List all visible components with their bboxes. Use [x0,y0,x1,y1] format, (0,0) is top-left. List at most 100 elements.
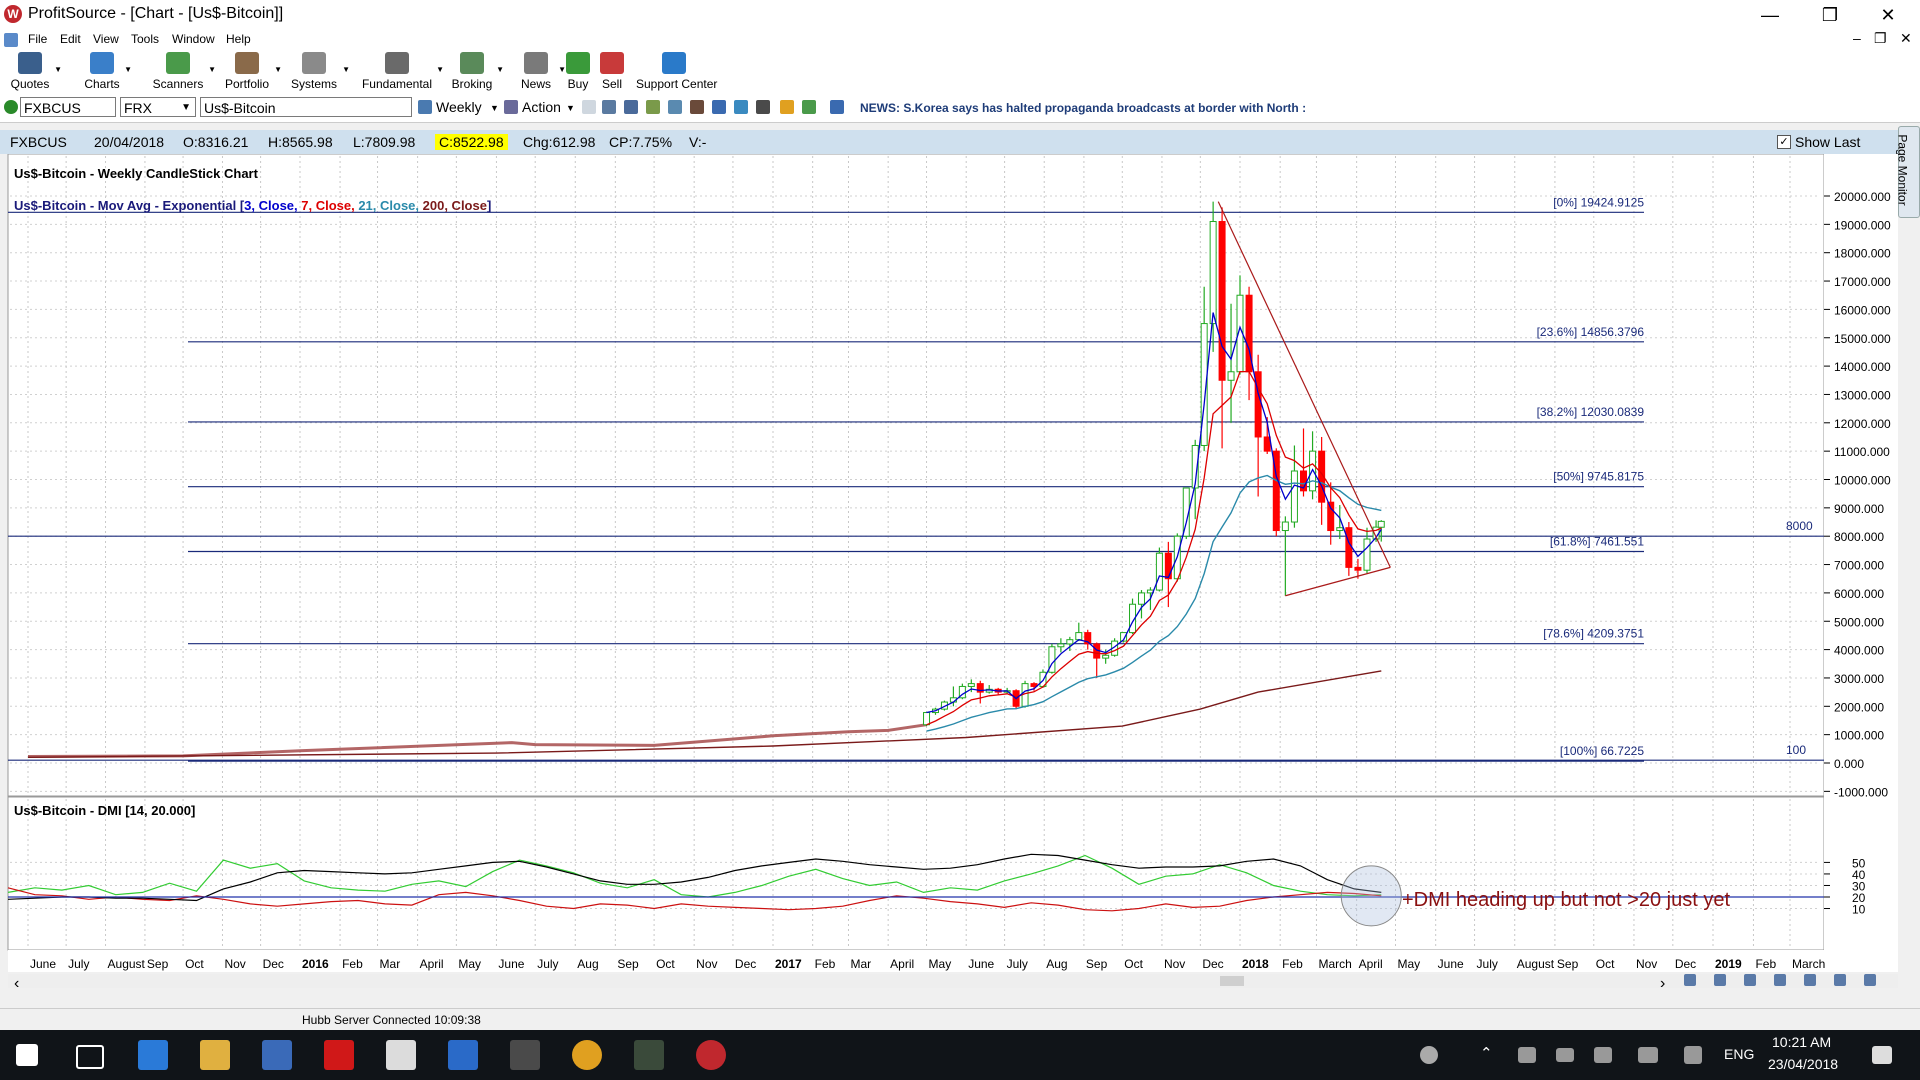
sell-button[interactable]: Sell [600,50,624,94]
news-feed-icon[interactable] [830,100,844,114]
chevron-down-icon[interactable]: ▼ [558,65,566,74]
candle-body [1137,592,1145,605]
go-icon[interactable] [4,100,18,114]
alert-icon[interactable] [802,100,816,114]
idea-icon[interactable] [734,100,748,114]
file-explorer-icon[interactable] [200,1040,230,1070]
zoom-out-icon[interactable] [1684,974,1696,986]
fundamental-button[interactable]: Fundamental ▼ [360,50,444,94]
symbol-bar: FXBCUS FRX ▼ Us$-Bitcoin Weekly ▼ Action … [0,94,1920,123]
chevron-down-icon[interactable]: ▼ [54,65,62,74]
indicator-icon[interactable] [712,100,726,114]
zoom-in-icon[interactable] [1714,974,1726,986]
candle-body [1345,527,1353,568]
profitsource-taskbar-icon[interactable] [696,1040,726,1070]
scanners-button[interactable]: Scanners ▼ [150,50,216,94]
chevron-down-icon[interactable]: ▼ [490,103,499,113]
chrome-icon[interactable] [572,1040,602,1070]
menu-file[interactable]: File [28,32,48,46]
mdi-minimize-button[interactable]: – [1853,30,1861,46]
symbol-name-input[interactable]: Us$-Bitcoin [200,97,412,117]
page-monitor-tab[interactable]: Page Monitor [1896,126,1920,218]
chevron-down-icon[interactable]: ▼ [496,65,504,74]
save-icon[interactable] [624,100,638,114]
store-icon[interactable] [262,1040,292,1070]
scroll-right-icon[interactable]: › [1660,975,1665,992]
pan-icon[interactable] [1774,974,1786,986]
news-button[interactable]: News ▼ [516,50,566,94]
menu-view[interactable]: View [93,32,119,46]
chevron-down-icon[interactable]: ▼ [342,65,350,74]
notifications-icon[interactable] [1872,1046,1892,1064]
mdi-restore-button[interactable]: ❐ [1874,30,1887,46]
star-icon[interactable] [780,100,794,114]
calculator-icon[interactable] [386,1040,416,1070]
close-button[interactable]: ✕ [1880,5,1896,25]
action-menu[interactable]: Action [522,99,561,115]
broking-button[interactable]: Broking ▼ [450,50,504,94]
support-center-button[interactable]: Support Center [636,50,718,94]
go-app-icon[interactable] [634,1040,664,1070]
edge-icon[interactable] [138,1040,168,1070]
charts-button[interactable]: Charts ▼ [82,50,132,94]
drawing-icon[interactable] [646,100,660,114]
prev-icon[interactable] [1834,974,1846,986]
x-tick-label: Nov [1164,957,1185,971]
restore-button[interactable]: ❐ [1821,5,1839,25]
clock-date[interactable]: 23/04/2018 [1768,1056,1839,1072]
go-end-icon[interactable] [1804,974,1816,986]
people-icon[interactable] [1420,1046,1438,1064]
compare-icon[interactable] [668,100,682,114]
x-tick-label: Dec [1202,957,1223,971]
scroll-left-icon[interactable]: ‹ [14,975,19,992]
battery-icon[interactable] [1556,1048,1574,1062]
quotes-button[interactable]: Quotes ▼ [8,50,62,94]
menu-help[interactable]: Help [226,32,251,46]
period-select[interactable]: Weekly [436,99,482,115]
scrollbar-thumb[interactable] [1220,976,1244,986]
next-icon[interactable] [1864,974,1876,986]
blank-icon[interactable] [582,100,596,114]
menu-window[interactable]: Window [172,32,215,46]
k-app-icon[interactable] [324,1040,354,1070]
document-icon[interactable] [4,33,18,47]
chevron-up-icon[interactable]: ⌃ [1480,1045,1493,1062]
show-last-checkbox[interactable]: ✓ [1777,135,1791,149]
task-view-icon[interactable] [76,1045,104,1069]
show-last-label: Show Last [1795,134,1861,150]
chevron-down-icon[interactable]: ▼ [124,65,132,74]
chevron-down-icon[interactable]: ▼ [566,103,575,113]
pen-icon[interactable] [1684,1046,1702,1064]
volume-icon[interactable] [1594,1047,1612,1063]
security-shield-icon[interactable] [448,1040,478,1070]
systems-button[interactable]: Systems ▼ [288,50,350,94]
dropbox-icon[interactable] [1638,1047,1658,1063]
chevron-down-icon[interactable]: ▼ [274,65,282,74]
scrollbar [8,974,1898,988]
link-icon[interactable] [756,100,770,114]
language-indicator[interactable]: ENG [1724,1046,1755,1062]
broking-icon [460,52,484,74]
news-ticker[interactable]: NEWS: S.Korea says has halted propaganda… [860,101,1307,115]
chevron-down-icon[interactable]: ▼ [208,65,216,74]
mdi-close-button[interactable]: ✕ [1900,30,1912,46]
menu-edit[interactable]: Edit [60,32,81,46]
wifi-icon[interactable] [1518,1047,1536,1063]
menu-tools[interactable]: Tools [131,32,160,46]
symbol-code-input[interactable]: FXBCUS [20,97,116,117]
toolbar-label: Support Center [636,77,718,91]
buy-button[interactable]: Buy [566,50,590,94]
chart-area[interactable]: June July August Sep Oct Nov Dec 2016 Feb Mar Apri… [0,154,1898,1008]
settings-icon[interactable] [602,100,616,114]
windows-start-icon[interactable] [16,1044,38,1066]
tools-icon[interactable] [690,100,704,114]
portfolio-button[interactable]: Portfolio ▼ [222,50,282,94]
exchange-select[interactable]: FRX ▼ [120,97,196,117]
chevron-down-icon[interactable]: ▼ [436,65,444,74]
x-tick-label: Sep [147,957,169,971]
minimize-button[interactable]: — [1761,5,1779,25]
x-tick-label: April [1359,957,1383,971]
camera-icon[interactable] [510,1040,540,1070]
delete-icon[interactable] [1744,974,1756,986]
clock-time[interactable]: 10:21 AM [1772,1034,1832,1050]
